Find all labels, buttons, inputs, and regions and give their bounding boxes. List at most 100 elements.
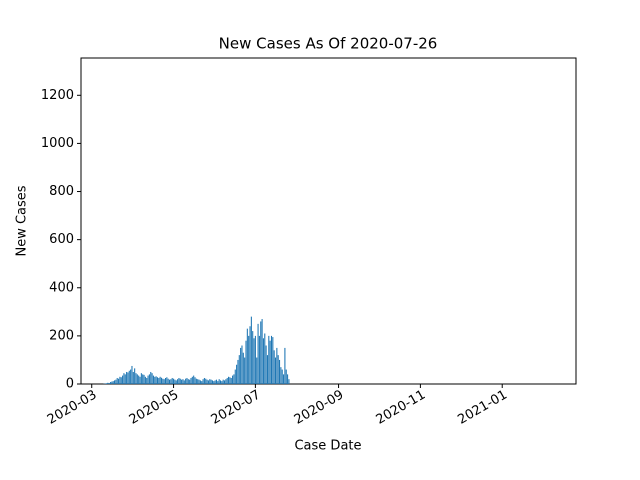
bar — [288, 379, 290, 384]
bar — [274, 357, 277, 384]
bar — [230, 377, 232, 384]
bar — [264, 333, 266, 384]
x-tick-label: 2020-11 — [374, 388, 429, 428]
bar — [163, 379, 165, 384]
bar — [256, 357, 258, 384]
bar — [201, 381, 203, 384]
bar — [107, 382, 109, 384]
bar — [273, 350, 275, 384]
bar — [111, 381, 113, 384]
bar — [257, 323, 259, 384]
bar — [281, 369, 283, 384]
bar — [207, 380, 209, 384]
bar — [191, 376, 193, 384]
y-tick-label: 1200 — [41, 88, 74, 103]
bar — [108, 383, 110, 384]
bar — [151, 373, 153, 384]
bar — [285, 369, 287, 384]
bar — [269, 340, 271, 384]
bar — [280, 367, 282, 384]
bar — [190, 377, 192, 384]
bar — [182, 379, 184, 384]
bar — [283, 374, 285, 384]
bar — [123, 373, 125, 384]
bar — [154, 376, 156, 384]
bar — [276, 347, 278, 384]
bar — [238, 355, 240, 384]
bar — [131, 365, 133, 384]
bar — [150, 371, 152, 384]
bar — [127, 372, 129, 384]
x-axis-label: Case Date — [294, 439, 361, 454]
x-tick-label: 2021-01 — [455, 388, 510, 428]
bar — [248, 335, 250, 384]
bar — [139, 376, 141, 384]
bar — [171, 377, 173, 384]
bar — [128, 370, 130, 384]
bar — [209, 379, 211, 384]
bar — [174, 379, 176, 384]
bar — [272, 337, 274, 384]
bar — [175, 380, 177, 384]
bar — [136, 374, 138, 384]
bar — [219, 380, 222, 384]
y-tick-label: 600 — [49, 232, 74, 247]
bar — [156, 377, 158, 384]
bar — [265, 345, 267, 384]
bar — [225, 379, 227, 384]
bar — [211, 380, 213, 384]
bar — [287, 374, 289, 384]
bar — [279, 359, 281, 384]
bar — [214, 380, 216, 384]
bar — [205, 378, 207, 384]
bar — [202, 379, 204, 384]
bar — [268, 335, 270, 384]
x-tick-label: 2020-07 — [209, 388, 264, 428]
bar — [245, 340, 247, 384]
bar — [210, 379, 212, 384]
bar — [240, 347, 242, 384]
bar — [122, 375, 124, 384]
bar — [147, 375, 149, 384]
bar — [159, 376, 161, 384]
x-tick-label: 2020-03 — [45, 388, 100, 428]
bar — [284, 347, 286, 384]
bar — [120, 377, 122, 384]
bar — [155, 376, 157, 384]
bar — [164, 377, 167, 384]
bar — [109, 382, 112, 384]
bar — [234, 369, 236, 384]
bar — [138, 375, 140, 384]
y-tick-label: 1000 — [41, 136, 74, 151]
bar — [178, 377, 180, 384]
bar — [241, 345, 243, 384]
bar — [261, 319, 263, 384]
bar — [177, 379, 179, 384]
bar — [203, 377, 205, 384]
bar — [195, 378, 197, 384]
y-tick-label: 200 — [49, 328, 74, 343]
bar — [166, 377, 168, 384]
bar — [186, 377, 188, 384]
bar — [213, 381, 215, 384]
bar — [130, 369, 132, 384]
bar — [217, 381, 219, 384]
bar — [144, 376, 146, 384]
plot-frame — [80, 57, 577, 385]
bar — [244, 357, 246, 384]
bar — [105, 383, 108, 384]
bar — [215, 379, 218, 384]
y-tick-label: 0 — [66, 377, 74, 392]
bar — [116, 377, 118, 384]
bar — [258, 335, 260, 384]
bar — [167, 378, 169, 384]
bar — [254, 335, 256, 384]
bar — [260, 321, 262, 384]
bar — [132, 371, 134, 384]
bar — [160, 377, 163, 384]
bar — [189, 379, 191, 384]
bar — [221, 381, 223, 384]
bar — [233, 374, 235, 384]
bar — [242, 352, 244, 384]
